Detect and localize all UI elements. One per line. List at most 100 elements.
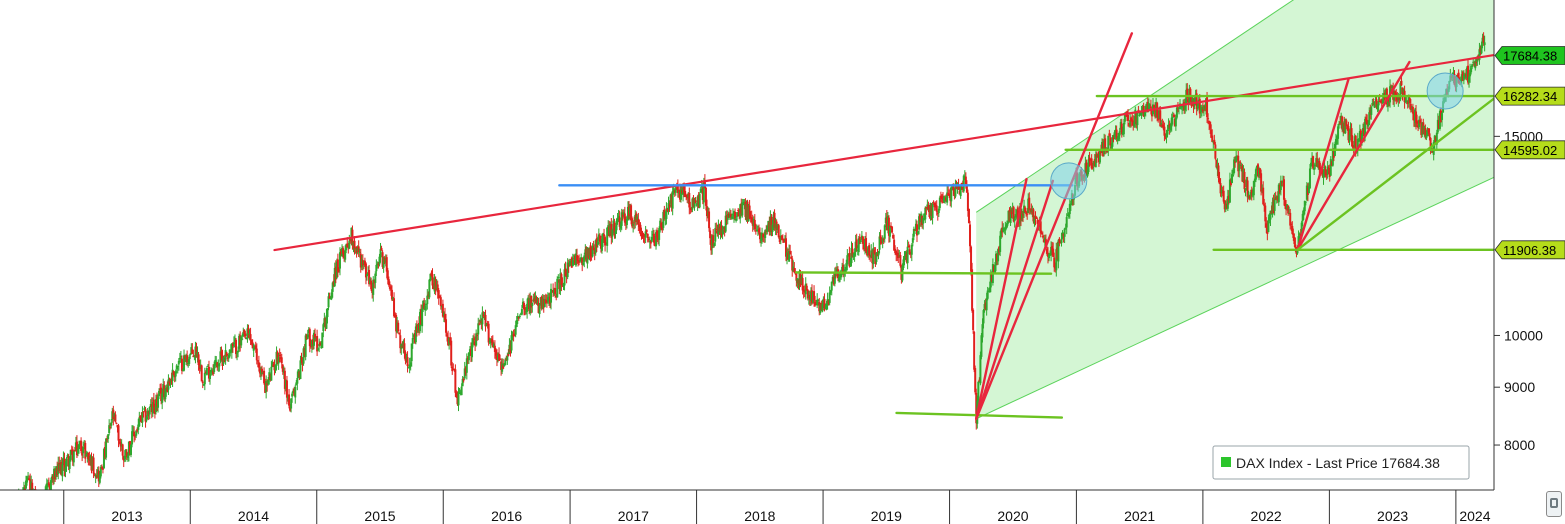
candle [1429,136,1432,155]
candle [1209,121,1212,134]
candle [334,260,337,284]
candle [1350,123,1353,147]
candle-body [1172,115,1175,117]
candle-body [784,238,787,257]
chart-scroll-icon[interactable] [1546,491,1562,517]
candle [1128,123,1131,128]
candle [1259,167,1262,179]
candle [155,392,158,412]
candle [733,210,736,223]
candle-body [737,209,740,211]
candle [1132,115,1135,131]
candle [105,438,108,461]
candle-body [1190,96,1193,106]
candle-body [464,367,467,374]
candle-body [474,341,477,346]
candle [774,217,777,236]
candle [489,338,492,349]
candle [222,355,225,366]
candle [854,234,857,257]
candle [948,189,951,198]
candle-body [1195,93,1198,110]
candle [1172,112,1175,118]
candle-body [1233,159,1236,173]
candle-body [1110,146,1113,148]
candle-body [484,314,487,327]
candle [360,254,363,271]
candle-body [1175,107,1178,118]
candle [1049,250,1052,256]
candle [819,302,822,315]
candle-body [241,338,244,340]
candle [767,220,770,232]
candle-body [34,489,37,490]
candle [597,228,600,245]
candle-body [1285,204,1288,210]
candle [1190,96,1193,108]
candle [1032,207,1035,224]
candle-body [779,235,782,240]
candle [40,503,42,517]
candle-body [775,221,778,230]
candle [143,405,146,412]
candle [910,243,913,262]
candle-body [593,249,596,255]
candle-body [1318,160,1321,169]
candle [375,259,378,276]
candle [340,248,343,257]
candle-body [1290,224,1293,226]
candle-body [788,251,791,262]
candle-body [246,328,249,340]
candle [1225,198,1228,210]
candle-body [324,317,327,327]
candle [165,384,168,397]
candle-body [402,341,405,349]
candle [696,195,699,211]
candle-body [191,349,194,354]
candle [1035,216,1038,220]
candle [999,231,1002,257]
candle-body [428,279,431,298]
candle-body [1134,109,1137,124]
candle [594,239,597,256]
candle-body [235,339,238,355]
candle [729,209,732,220]
candle [431,268,434,290]
candle [564,261,567,277]
candle-body [268,372,271,381]
candle-body [1368,112,1371,126]
candle [1265,217,1268,234]
candle [686,193,689,204]
candle [24,475,27,490]
candle-body [1090,158,1093,169]
candle-body [250,339,253,344]
candle [309,338,312,349]
candle-body [1298,233,1301,235]
candle-body [576,255,579,261]
candle [457,387,460,412]
candle-body [1287,205,1290,214]
candle-body [985,298,988,311]
candle-body [1198,98,1201,114]
candle-body [436,284,439,293]
candle-body [1293,236,1296,245]
candle [170,372,173,385]
candle-body [542,299,545,308]
candle-body [87,452,90,460]
candle [1349,122,1352,137]
candle-body [280,357,283,364]
candle [1085,159,1088,177]
candle-body [809,292,812,302]
candle [1471,63,1474,70]
candle [421,304,424,333]
candle [710,234,713,255]
candle [525,307,528,315]
candle [882,237,885,245]
candle [993,261,996,275]
candle-body [803,291,806,293]
candle-body [892,234,895,239]
candle-body [1402,90,1405,93]
candle-body [1165,133,1168,138]
candle-body [571,260,574,267]
candle [1351,135,1354,149]
